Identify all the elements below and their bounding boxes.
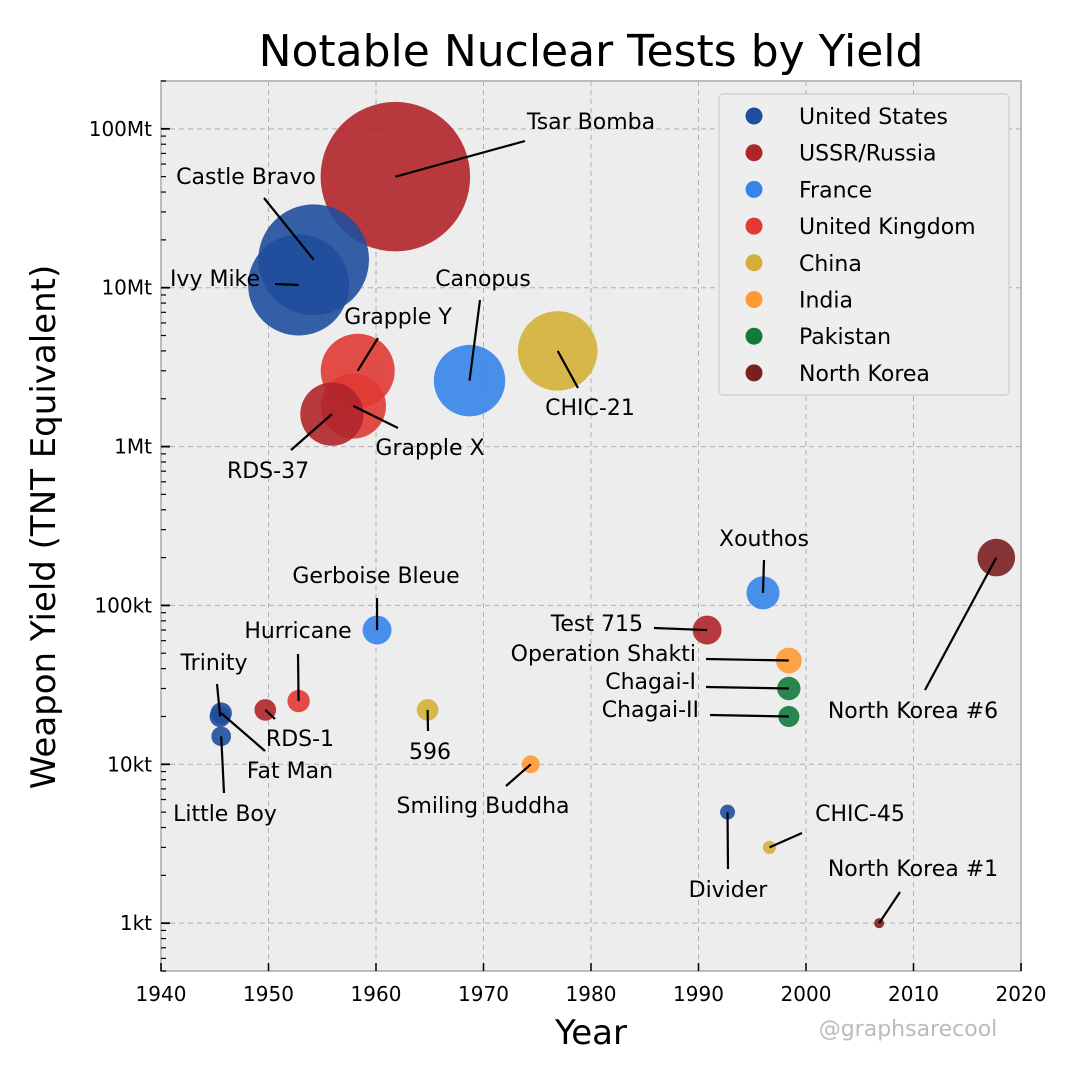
leader-chic-45 [769,831,803,849]
point-north-korea-6 [977,538,1016,577]
annotation-little-boy: Little Boy [173,802,277,827]
legend-label-india: India [799,289,853,314]
leader-castle-bravo [263,197,315,261]
x-tick-label: 1970 [458,982,509,1006]
leader-chagai-i [705,685,789,690]
annotation-rds-37: RDS-37 [227,459,309,484]
leader-test-715 [653,626,708,632]
annotation-smiling-buddha: Smiling Buddha [396,794,569,819]
leader-little-boy [220,736,226,794]
leader-ivy-mike [274,282,299,287]
leader-tsar-bomba [395,139,526,178]
annotation-trinity: Trinity [179,651,247,676]
leader-canopus [468,299,482,381]
annotation-operation-shakti: Operation Shakti [511,642,696,667]
leader-chagai-ii [709,713,789,718]
y-tick-label: 10Mt [101,276,152,300]
x-tick-label: 2020 [996,982,1047,1006]
annotation-chagai-ii: Chagai-II [602,698,699,723]
annotation-hurricane: Hurricane [244,619,351,644]
x-tick-label: 1980 [566,982,617,1006]
y-tick-label: 1kt [120,911,152,935]
point-operation-shakti [775,647,802,674]
legend-label-united-states: United States [799,105,948,130]
annotation-castle-bravo: Castle Bravo [176,165,316,190]
annotation-ivy-mike: Ivy Mike [170,267,260,292]
annotation-chic-21: CHIC-21 [545,396,635,421]
legend-marker-united-kingdom [745,217,763,235]
watermark: @graphsarecool [819,1017,998,1042]
x-tick-label: 1990 [673,982,724,1006]
x-tick-label: 1950 [243,982,294,1006]
legend-marker-united-states [745,107,763,125]
x-tick-label: 2000 [781,982,832,1006]
leader-grapple-y [356,337,379,372]
leader-north-korea-1 [878,891,901,924]
y-axis-label: Weapon Yield (TNT Equivalent) [24,265,64,789]
legend-label-united-kingdom: United Kingdom [799,215,976,240]
annotation-leaders [215,139,998,924]
legend-marker-france [745,180,763,198]
annotation-divider: Divider [689,878,769,903]
legend-marker-india [745,291,763,308]
annotation-xouthos: Xouthos [719,527,809,552]
chart-title: Notable Nuclear Tests by Yield [259,26,924,77]
x-tick-label: 1940 [136,982,187,1006]
axis-ticks: 1940 1950 1960 1970 1980 1990 2000 2010 2020 1kt 1… [89,80,1047,1006]
legend-label-france: France [799,178,872,203]
leader-smiling-buddha [505,763,532,787]
annotation-chagai-i: Chagai-I [605,670,696,695]
annotation-gerboise-bleue: Gerboise Bleue [292,564,459,589]
annotation-rds-1: RDS-1 [266,727,334,752]
leader-xouthos [761,559,766,593]
y-tick-label: 1Mt [114,435,152,459]
legend-label-ussr-russia: USSR/Russia [799,142,937,167]
leader-chic-21 [556,350,579,389]
annotation-grapple-y: Grapple Y [344,305,452,330]
legend-label-pakistan: Pakistan [799,325,891,350]
annotation-canopus: Canopus [435,267,531,292]
legend-marker-ussr-russia [745,144,763,162]
annotation-grapple-x: Grapple X [375,436,484,461]
leader-hurricane [296,653,300,702]
legend-label-china: China [799,252,862,277]
leader-north-korea-6 [924,557,998,691]
y-tick-label: 100kt [94,593,152,617]
legend-marker-north-korea [745,364,763,382]
leader-trinity [215,683,222,717]
y-tick-label: 10kt [107,752,152,776]
annotation-north-korea-6: North Korea #6 [828,699,998,724]
legend-marker-pakistan [745,327,763,345]
annotation-north-korea-1: North Korea #1 [828,857,998,882]
point-chic-21 [517,311,598,391]
annotation-fat-man: Fat Man [247,759,333,784]
leader-operation-shakti [705,657,789,662]
x-axis-label: Year [554,1013,627,1053]
legend-label-north-korea: North Korea [799,362,930,387]
legend-marker-china [745,254,763,272]
leader-grapple-x [352,405,399,429]
legend-frame [718,93,1010,396]
annotation-test-715: Test 715 [550,612,643,637]
leader-fat-man [220,712,266,752]
leader-rds-37 [290,413,333,451]
annotation-596: 596 [409,740,451,765]
leader-rds-1 [264,709,276,720]
x-tick-label: 2010 [888,982,939,1006]
legend: United States USSR/Russia France United Kin… [718,93,1010,396]
y-tick-label: 100Mt [89,117,152,141]
annotation-labels: Trinity Fat Man Little Boy Ivy Mike Castle B… [170,110,998,903]
annotation-tsar-bomba: Tsar Bomba [526,110,655,135]
x-tick-label: 1960 [351,982,402,1006]
annotation-chic-45: CHIC-45 [815,802,905,827]
point-little-boy [211,726,232,747]
